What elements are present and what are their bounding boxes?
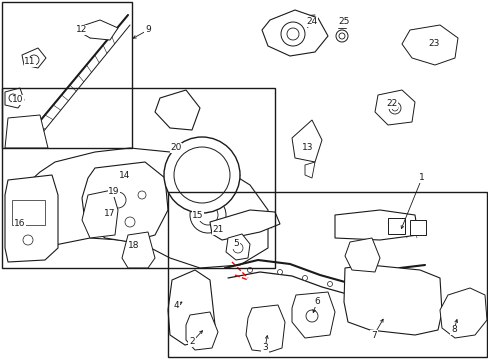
Text: 24: 24 [306,18,317,27]
Polygon shape [262,10,327,56]
Circle shape [305,310,317,322]
Circle shape [335,30,347,42]
Text: 5: 5 [233,239,238,248]
Bar [409,220,425,235]
Circle shape [190,197,225,233]
Polygon shape [374,90,414,125]
Circle shape [138,191,146,199]
Polygon shape [82,162,168,242]
Circle shape [391,105,397,111]
Circle shape [29,55,39,65]
Text: 20: 20 [170,144,182,153]
Circle shape [125,217,135,227]
Text: 8: 8 [450,325,456,334]
Circle shape [23,235,33,245]
Circle shape [338,33,345,39]
Text: 2: 2 [189,338,194,346]
Circle shape [174,147,229,203]
Polygon shape [245,305,285,352]
Polygon shape [185,312,218,350]
Polygon shape [401,25,457,65]
Circle shape [232,243,243,253]
Circle shape [281,22,305,46]
Circle shape [302,275,307,280]
Polygon shape [5,88,24,108]
Text: 21: 21 [212,225,223,234]
Circle shape [9,94,17,102]
Text: 1: 1 [418,174,424,183]
Bar [2,88,274,268]
Circle shape [327,282,332,287]
Text: 11: 11 [24,58,36,67]
Text: 16: 16 [14,220,26,229]
Text: 4: 4 [173,302,179,310]
Text: 22: 22 [386,99,397,108]
Polygon shape [5,175,58,262]
Polygon shape [80,20,118,40]
Polygon shape [345,238,379,272]
Polygon shape [305,162,314,178]
Circle shape [163,137,240,213]
Polygon shape [225,234,249,260]
Circle shape [247,267,252,273]
Text: 14: 14 [119,171,130,180]
Polygon shape [22,48,46,68]
Text: 25: 25 [338,18,349,27]
Circle shape [388,102,400,114]
Bar [387,218,404,234]
Bar [12,200,45,225]
Text: 10: 10 [12,95,24,104]
Bar [168,192,486,357]
Text: 13: 13 [302,144,313,153]
Text: 23: 23 [427,40,439,49]
Polygon shape [209,210,280,240]
Polygon shape [82,190,118,238]
Text: 7: 7 [370,330,376,339]
Text: 19: 19 [108,188,120,197]
Circle shape [198,205,218,225]
Bar [2,2,132,148]
Text: 12: 12 [76,26,87,35]
Polygon shape [291,120,321,162]
Text: 9: 9 [145,26,151,35]
Polygon shape [343,265,441,335]
Polygon shape [168,270,215,345]
Polygon shape [291,292,334,338]
Polygon shape [122,232,155,268]
Circle shape [277,270,282,274]
Text: 18: 18 [128,242,140,251]
Text: 6: 6 [313,297,319,306]
Polygon shape [439,288,486,338]
Circle shape [286,28,298,40]
Text: 15: 15 [192,211,203,220]
Polygon shape [334,210,417,240]
Text: 17: 17 [104,210,116,219]
Polygon shape [155,90,200,130]
Circle shape [110,192,126,208]
Text: 3: 3 [262,343,267,352]
Polygon shape [5,115,48,148]
